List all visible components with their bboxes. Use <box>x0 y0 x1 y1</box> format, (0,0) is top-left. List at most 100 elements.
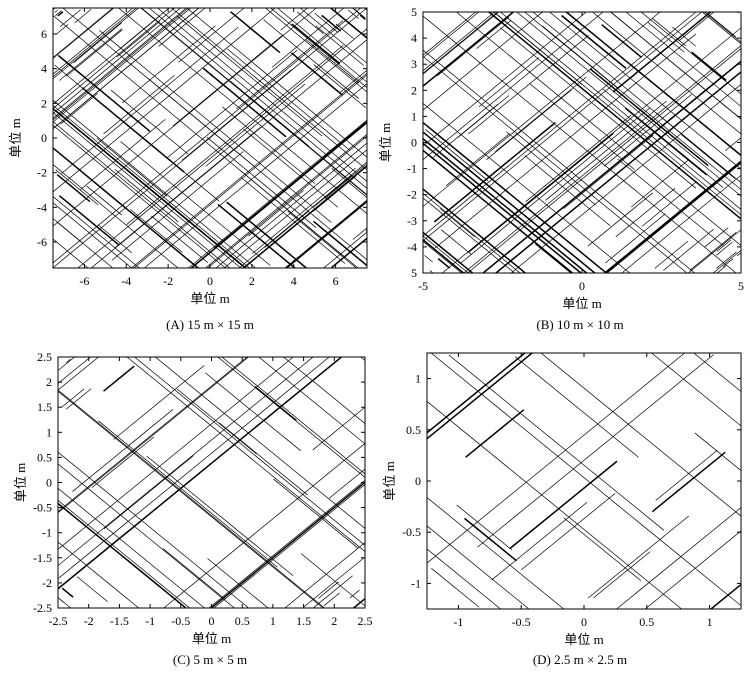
series-line <box>300 553 365 607</box>
series-line <box>423 235 469 273</box>
series-line <box>565 12 741 156</box>
series-line <box>663 228 714 271</box>
series-line <box>114 126 262 248</box>
series-line <box>273 478 358 549</box>
x-tick-label: -1 <box>145 614 155 628</box>
series-line <box>313 175 357 212</box>
series-line <box>219 422 308 496</box>
series-line <box>423 12 702 242</box>
series-line <box>477 354 714 548</box>
series-line <box>53 147 199 268</box>
x-tick-label: 0 <box>579 279 585 293</box>
y-tick-label: 2 <box>411 83 417 97</box>
y-tick-label: 5 <box>411 5 417 19</box>
series-line <box>207 558 269 608</box>
series-line <box>58 502 187 608</box>
series-line <box>423 138 588 273</box>
series-line <box>335 23 354 39</box>
series-line <box>287 201 367 268</box>
y-tick-label: -0.5 <box>402 525 421 539</box>
series-line <box>423 12 498 74</box>
series-line <box>53 112 241 268</box>
series-line <box>617 158 724 246</box>
series-line <box>263 19 360 99</box>
series-line <box>437 258 451 269</box>
x-tick-label: 5 <box>738 279 744 293</box>
series-line <box>688 229 741 273</box>
y-tick-label: 0 <box>41 131 47 145</box>
series-line <box>176 15 323 137</box>
series-line <box>53 8 115 59</box>
series-line <box>205 372 301 452</box>
series-line <box>691 51 727 81</box>
series-line <box>445 133 510 186</box>
series-line <box>464 517 518 562</box>
series-line <box>111 151 244 261</box>
series-line <box>716 239 732 252</box>
x-tick-label: -5 <box>418 279 428 293</box>
series-line <box>227 48 350 151</box>
series-line <box>96 137 168 197</box>
series-line <box>427 353 526 434</box>
series-line <box>352 227 367 240</box>
series-line <box>61 388 85 408</box>
y-tick-label: 1 <box>415 372 421 386</box>
series-line <box>57 54 151 132</box>
series-line <box>439 208 476 238</box>
series-line <box>423 142 582 273</box>
line-set-c <box>58 357 365 608</box>
series-line <box>210 481 365 608</box>
series-line <box>116 21 161 58</box>
series-line <box>423 12 495 72</box>
series-line <box>103 455 194 530</box>
series-line <box>53 8 191 123</box>
series-line <box>65 388 92 410</box>
series-line <box>615 188 676 238</box>
y-tick-label: -2 <box>42 576 52 590</box>
y-tick-label: 1.5 <box>37 400 52 414</box>
series-line <box>155 357 365 529</box>
series-line <box>110 89 189 155</box>
series-line <box>162 548 226 600</box>
series-line <box>74 9 92 24</box>
series-line <box>651 17 687 47</box>
series-line <box>488 12 741 220</box>
series-line <box>53 8 189 121</box>
series-line <box>213 484 365 608</box>
series-line <box>188 119 367 268</box>
x-tick-label: 4 <box>291 274 297 288</box>
series-line <box>500 27 697 189</box>
series-line <box>427 353 533 440</box>
series-line <box>53 8 181 114</box>
series-line <box>58 389 325 608</box>
y-axis-label-a: 单位 m <box>8 118 23 157</box>
series-line <box>423 12 697 237</box>
series-line <box>524 12 741 190</box>
series-line <box>312 406 365 451</box>
y-tick-label: 0 <box>411 136 417 150</box>
line-set-b <box>423 12 741 273</box>
series-line <box>55 24 69 35</box>
series-line <box>713 249 741 273</box>
series-line <box>72 409 174 492</box>
series-line <box>226 201 307 268</box>
series-line <box>176 388 257 455</box>
series-line <box>79 119 166 191</box>
series-line <box>706 12 736 37</box>
series-line <box>314 12 339 33</box>
series-line <box>511 84 741 273</box>
series-line <box>55 10 62 16</box>
series-line <box>118 8 367 214</box>
series-line <box>467 132 614 253</box>
series-line <box>60 93 98 125</box>
series-line <box>53 8 175 109</box>
series-line <box>460 107 651 264</box>
series-line <box>324 163 367 199</box>
series-line <box>205 83 306 167</box>
series-line <box>723 258 734 267</box>
series-line <box>423 121 607 273</box>
series-line <box>313 64 367 108</box>
series-line <box>323 231 367 268</box>
series-line <box>704 227 729 248</box>
series-line <box>354 8 366 19</box>
